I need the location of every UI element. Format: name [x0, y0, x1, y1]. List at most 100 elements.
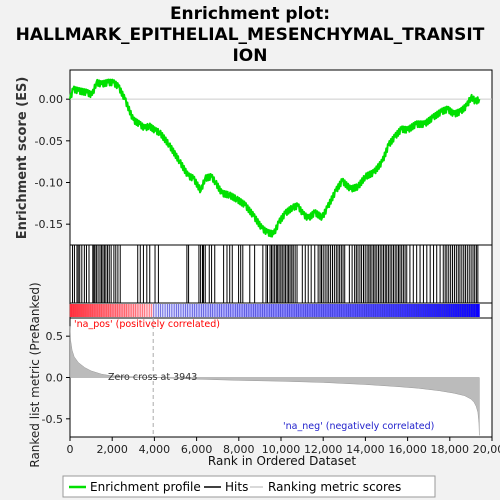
es-ytick-label: -0.10 [35, 177, 63, 190]
gradient-segment [456, 304, 460, 317]
legend-es-label: Enrichment profile [90, 480, 201, 494]
gradient-segment [100, 304, 104, 317]
gradient-segment [425, 304, 429, 317]
gradient-segment [164, 304, 168, 317]
gradient-segment [87, 304, 91, 317]
gradient-segment [420, 304, 424, 317]
x-tick-label: 20,000 [473, 443, 500, 456]
metric-ytick-label: -0.5 [42, 413, 63, 426]
gradient-segment [141, 304, 145, 317]
gradient-segment [277, 304, 281, 317]
enrichment-profile-line [69, 78, 481, 238]
title-line-1: Enrichment plot: [170, 4, 330, 24]
pos-label: 'na_pos' (positively correlated) [74, 319, 220, 330]
gradient-segment [185, 304, 189, 317]
x-tick-label: 16,000 [388, 443, 427, 456]
gradient-segment [113, 304, 117, 317]
gradient-segment [453, 304, 457, 317]
gradient-segment [402, 304, 406, 317]
gradient-segment [423, 304, 427, 317]
gradient-segment [397, 304, 401, 317]
gradient-segment [463, 304, 467, 317]
title-line-2: HALLMARK_EPITHELIAL_MESENCHYMAL_TRANSIT [16, 25, 485, 45]
gradient-segment [290, 304, 293, 317]
gradient-segment [382, 304, 386, 317]
gradient-segment [105, 304, 109, 317]
gradient-segment [241, 304, 245, 317]
gradient-segment [405, 304, 409, 317]
gradient-segment [307, 304, 311, 317]
gradient-segment [384, 304, 388, 317]
gradient-segment [328, 304, 332, 317]
gradient-segment [149, 304, 153, 317]
gradient-segment [369, 304, 373, 317]
gradient-segment [131, 304, 135, 317]
legend: Enrichment profile Hits Ranking metric s… [62, 475, 436, 498]
gradient-segment [417, 304, 421, 317]
gradient-segment [226, 304, 230, 317]
ranking-metric-area [69, 326, 480, 436]
gradient-segment [461, 304, 465, 317]
gradient-segment [70, 304, 73, 317]
x-tick-label: 6,000 [181, 443, 213, 456]
es-panel: 0.00 -0.05 -0.10 -0.15 [35, 69, 493, 246]
gradient-segment [269, 304, 273, 317]
gradient-segment [318, 304, 322, 317]
legend-hits-label: Hits [225, 480, 248, 494]
x-tick-label: 14,000 [346, 443, 385, 456]
gradient-segment [162, 304, 166, 317]
gradient-segment [428, 304, 432, 317]
gradient-segment [297, 304, 301, 317]
gradient-segment [238, 304, 242, 317]
gradient-segment [210, 304, 214, 317]
gradient-segment [159, 304, 163, 317]
gradient-segment [466, 304, 470, 317]
gradient-segment [228, 304, 232, 317]
metric-panel: 0.5 0.0 -0.5 [42, 317, 493, 438]
gradient-segment [167, 304, 171, 317]
gradient-segment [361, 304, 365, 317]
gradient-segment [246, 304, 250, 317]
gradient-segment [366, 304, 370, 317]
gradient-segment [80, 304, 84, 317]
gradient-segment [443, 304, 447, 317]
gradient-segment [356, 304, 360, 317]
gradient-segment [446, 304, 450, 317]
gradient-segment [85, 304, 89, 317]
gradient-segment [323, 304, 327, 317]
gradient-segment [476, 304, 480, 317]
gradient-segment [218, 304, 222, 317]
gradient-segment [474, 304, 478, 317]
gradient-segment [315, 304, 319, 317]
x-axis: 0 2,000 4,000 6,000 8,000 10,000 12,000 14,000 1… [67, 437, 500, 456]
gradient-segment [205, 304, 209, 317]
gradient-segment [325, 304, 329, 317]
gradient-segment [259, 304, 263, 317]
metric-ytick-label: 0.0 [46, 372, 64, 385]
gradient-segment [93, 304, 96, 317]
gradient-segment [187, 304, 191, 317]
gradient-segment [108, 304, 112, 317]
gradient-segment [146, 304, 150, 317]
gradient-segment [169, 304, 173, 317]
gradient-segment [208, 304, 212, 317]
x-tick-label: 18,000 [431, 443, 470, 456]
gradient-segment [302, 304, 306, 317]
x-tick-label: 0 [67, 443, 74, 456]
gradient-segment [346, 304, 350, 317]
gradient-segment [223, 304, 227, 317]
gradient-segment [82, 304, 86, 317]
gradient-segment [123, 304, 127, 317]
gradient-segment [300, 304, 304, 317]
gradient-segment [220, 304, 224, 317]
es-ytick-label: -0.05 [35, 135, 63, 148]
gradient-segment [284, 304, 288, 317]
top-ylabel: Enrichment score (ES) [15, 77, 30, 240]
gradient-segment [200, 304, 204, 317]
gradient-segment [400, 304, 403, 317]
gradient-segment [182, 304, 186, 317]
gradient-segment [377, 304, 380, 317]
gradient-segment [287, 304, 291, 317]
gradient-segment [282, 304, 286, 317]
gradient-segment [180, 304, 183, 317]
